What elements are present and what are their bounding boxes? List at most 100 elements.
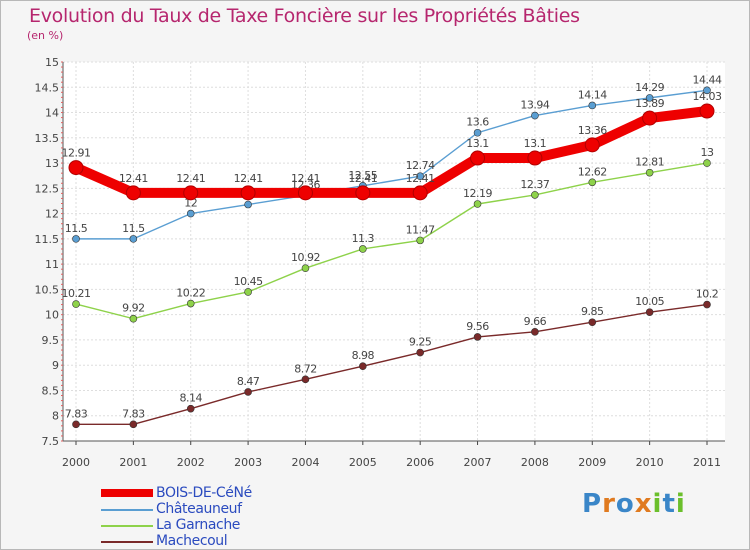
data-label: 14.44 bbox=[693, 73, 722, 86]
data-label: 12.55 bbox=[348, 169, 377, 182]
data-label: 13.89 bbox=[635, 97, 664, 110]
brand-letter: o bbox=[615, 489, 635, 519]
data-label: 13.6 bbox=[466, 116, 489, 129]
data-point bbox=[186, 299, 195, 308]
data-label: 12.62 bbox=[578, 165, 607, 178]
y-tick-label: 7.5 bbox=[42, 435, 60, 448]
x-tick-label: 2003 bbox=[234, 456, 262, 469]
x-tick-label: 2004 bbox=[291, 456, 319, 469]
data-point bbox=[416, 236, 424, 245]
data-label: 12.41 bbox=[234, 172, 263, 185]
data-label: 9.92 bbox=[122, 302, 145, 315]
data-point bbox=[699, 103, 715, 119]
data-label: 8.14 bbox=[179, 392, 202, 405]
y-tick-label: 10 bbox=[45, 309, 59, 322]
data-point bbox=[244, 388, 252, 396]
data-point bbox=[68, 160, 84, 176]
data-label: 7.83 bbox=[65, 407, 88, 420]
data-label: 12.74 bbox=[406, 159, 435, 172]
data-point bbox=[359, 245, 367, 253]
data-label: 12.41 bbox=[119, 172, 148, 185]
y-tick-label: 11.5 bbox=[35, 233, 60, 246]
brand-letter: i bbox=[675, 489, 686, 519]
data-label: 8.98 bbox=[352, 349, 375, 362]
data-label: 12.81 bbox=[635, 156, 664, 169]
data-point bbox=[527, 150, 543, 166]
data-label: 12.37 bbox=[520, 178, 549, 191]
series-line bbox=[75, 303, 708, 426]
data-point bbox=[473, 128, 482, 137]
data-point bbox=[588, 318, 597, 327]
data-point bbox=[642, 110, 658, 126]
data-label: 10.22 bbox=[176, 287, 205, 300]
data-label: 12.41 bbox=[406, 172, 435, 185]
data-point bbox=[588, 178, 597, 187]
y-tick-label: 14 bbox=[45, 107, 59, 120]
data-label: 9.25 bbox=[409, 336, 432, 349]
data-label: 13.36 bbox=[578, 124, 607, 137]
x-tick-label: 2005 bbox=[349, 456, 377, 469]
data-label: 10.92 bbox=[291, 251, 320, 264]
legend-swatch bbox=[101, 541, 153, 543]
data-point bbox=[301, 264, 310, 272]
series-2: 10.21 9.92 10.22 10.45 10.92 11.3 11.47 12.19 12… bbox=[62, 146, 714, 323]
data-point bbox=[244, 200, 252, 209]
data-point bbox=[186, 209, 195, 218]
x-tick-label: 2006 bbox=[406, 456, 434, 469]
brand-letter: P bbox=[582, 489, 603, 519]
data-point bbox=[129, 235, 138, 243]
series-0: 12.91 12.41 12.41 12.41 12.41 12.41 12.41 13.1 1… bbox=[62, 90, 722, 201]
data-label: 12.41 bbox=[176, 172, 205, 185]
brand-letter: x bbox=[634, 489, 653, 519]
x-tick-label: 2009 bbox=[578, 456, 606, 469]
data-label: 10.21 bbox=[62, 287, 91, 300]
data-point bbox=[416, 348, 424, 357]
data-point bbox=[183, 185, 199, 201]
y-tick-label: 10.5 bbox=[35, 283, 60, 296]
data-point bbox=[473, 200, 482, 208]
legend-swatch bbox=[101, 525, 153, 527]
plot-area bbox=[63, 62, 725, 441]
data-label: 13.1 bbox=[524, 137, 547, 150]
legend-label: Châteauneuf bbox=[156, 501, 242, 517]
data-point bbox=[359, 362, 367, 371]
data-point bbox=[129, 420, 138, 429]
y-tick-label: 15 bbox=[45, 56, 59, 69]
data-point bbox=[72, 235, 80, 243]
data-point bbox=[645, 308, 654, 316]
data-label: 8.47 bbox=[237, 375, 260, 388]
data-point bbox=[531, 111, 539, 120]
data-label: 13.94 bbox=[520, 99, 549, 112]
data-label: 7.83 bbox=[122, 407, 145, 420]
y-tick-label: 12 bbox=[45, 208, 59, 221]
brand-letter: i bbox=[652, 489, 663, 519]
y-tick-label: 8 bbox=[52, 410, 59, 423]
brand-letter: t bbox=[662, 489, 676, 519]
data-point bbox=[470, 150, 486, 166]
legend-label: La Garnache bbox=[156, 517, 241, 533]
legend-swatch bbox=[101, 509, 153, 511]
data-label: 14.29 bbox=[635, 81, 664, 94]
series-line bbox=[75, 162, 708, 320]
data-point bbox=[125, 185, 141, 201]
y-tick-label: 9.5 bbox=[42, 334, 60, 347]
data-point bbox=[186, 404, 195, 413]
brand-logo: Proxiti bbox=[582, 489, 686, 519]
data-point bbox=[531, 328, 539, 336]
data-label: 12 bbox=[184, 197, 197, 210]
data-point bbox=[703, 159, 711, 167]
data-point bbox=[531, 191, 539, 199]
data-label: 13 bbox=[701, 146, 714, 159]
y-tick-label: 13.5 bbox=[35, 132, 60, 145]
data-point bbox=[72, 300, 80, 308]
data-label: 11.5 bbox=[122, 222, 145, 235]
y-tick-label: 12.5 bbox=[35, 182, 60, 195]
data-label: 13.1 bbox=[466, 137, 489, 150]
series-line bbox=[75, 89, 708, 240]
x-tick-label: 2010 bbox=[636, 456, 664, 469]
chart-title: Evolution du Taux de Taxe Foncière sur l… bbox=[29, 5, 580, 27]
data-point bbox=[129, 314, 138, 323]
y-tick-label: 8.5 bbox=[42, 384, 60, 397]
